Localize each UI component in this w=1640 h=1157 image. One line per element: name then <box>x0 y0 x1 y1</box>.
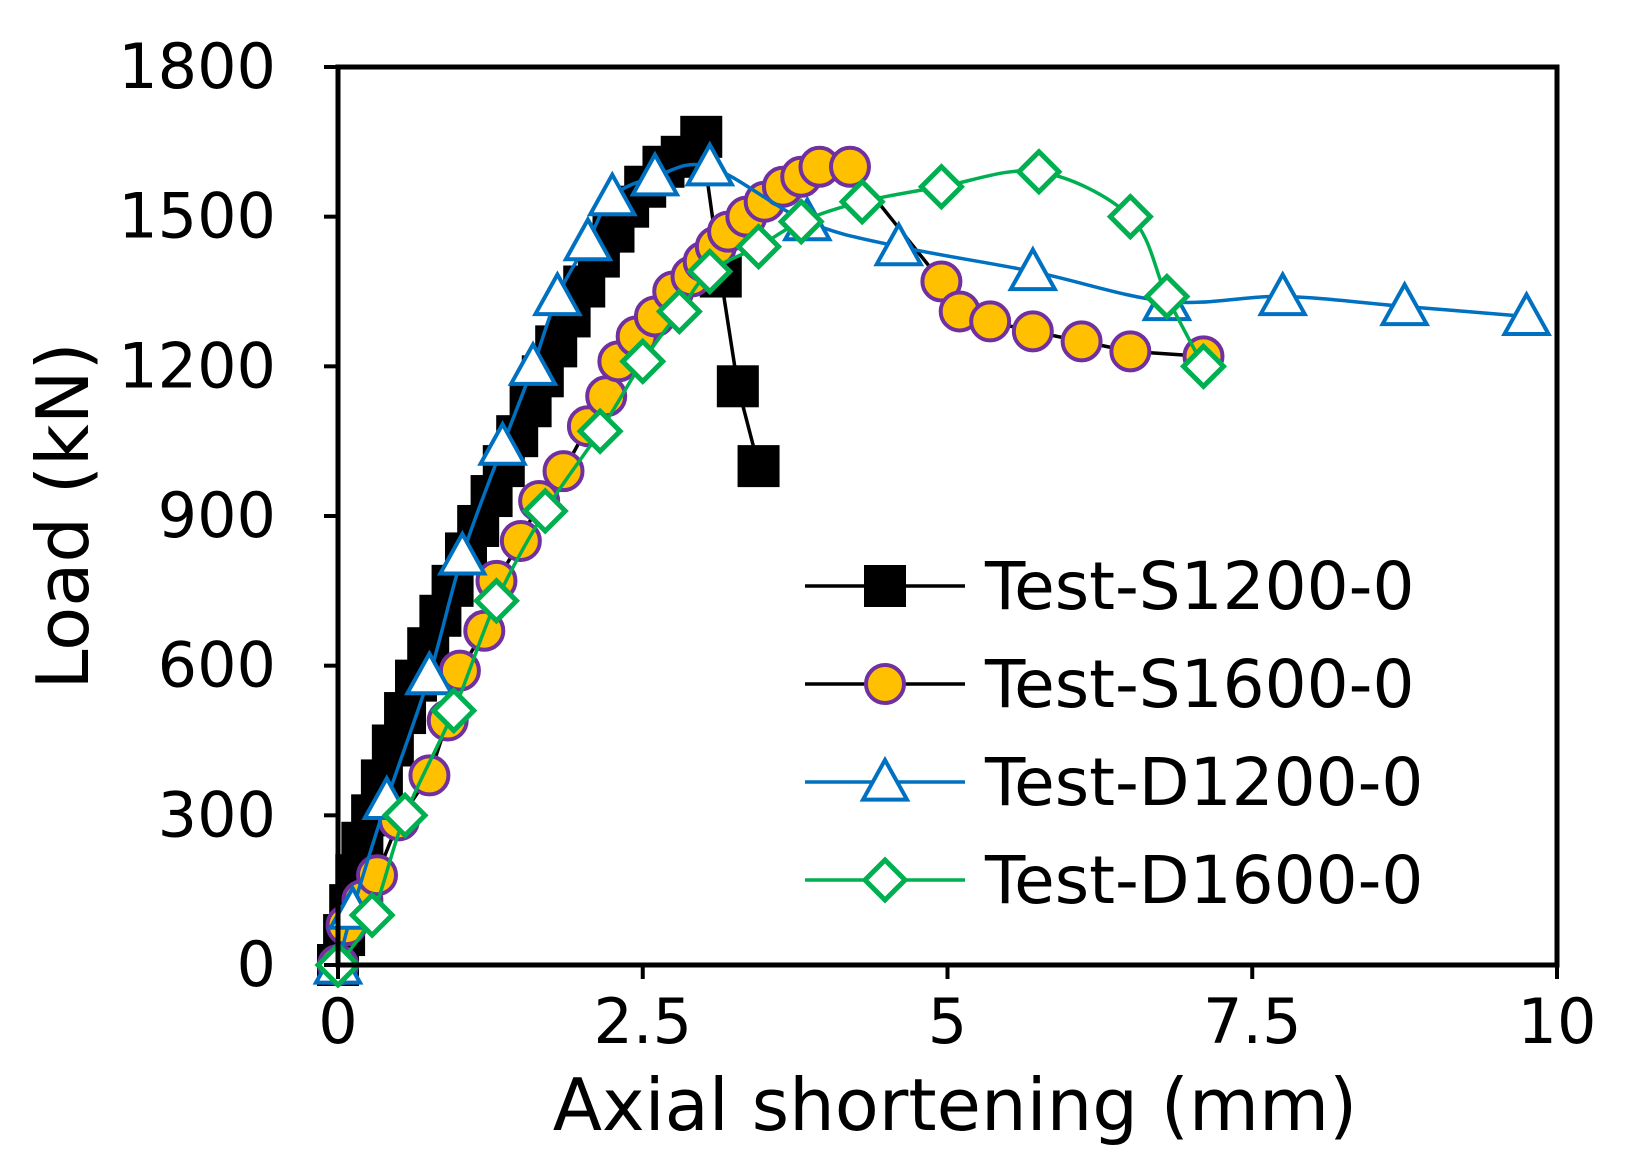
legend: Test-S1200-0 Test-S1600-0 Test-D1200-0 Test… <box>805 548 1423 919</box>
data-point <box>1379 280 1431 327</box>
data-point <box>629 150 681 197</box>
legend-item: Test-S1600-0 <box>805 646 1414 723</box>
data-point <box>532 270 583 317</box>
legend-label: Test-D1600-0 <box>984 842 1423 919</box>
data-point <box>586 170 638 217</box>
data-point <box>737 445 780 488</box>
data-point <box>381 791 429 839</box>
data-point <box>1501 290 1552 337</box>
data-point <box>777 198 825 246</box>
x-tick-label: 7.5 <box>1203 985 1302 1058</box>
y-axis: 0 300 600 900 1200 1500 1800 <box>118 30 338 1001</box>
series-test-d1600-0 <box>314 148 1228 989</box>
data-point <box>436 529 488 576</box>
data-point <box>873 220 925 267</box>
data-point <box>920 260 963 303</box>
y-tick-label: 900 <box>158 479 276 552</box>
data-point <box>917 163 965 211</box>
data-point <box>735 223 783 271</box>
legend-label: Test-D1200-0 <box>984 744 1423 821</box>
data-point <box>507 340 559 386</box>
data-point <box>404 649 455 696</box>
data-point <box>655 287 703 335</box>
y-tick-label: 0 <box>237 928 276 1001</box>
data-point <box>521 487 569 535</box>
x-axis: 0 2.5 5 7.5 10 <box>318 965 1596 1058</box>
data-point <box>499 519 542 562</box>
data-point <box>969 300 1012 343</box>
x-tick-label: 0 <box>318 985 357 1058</box>
data-point <box>1109 330 1152 373</box>
legend-label: Test-S1200-0 <box>984 548 1414 625</box>
y-tick-label: 1800 <box>118 30 276 103</box>
data-point <box>472 577 521 625</box>
legend-marker <box>864 565 906 607</box>
data-point <box>542 450 585 493</box>
data-point <box>619 337 667 385</box>
x-axis-title: Axial shortening (mm) <box>553 1063 1358 1147</box>
y-tick-label: 600 <box>158 629 276 702</box>
legend-marker <box>861 856 909 904</box>
data-point <box>684 140 736 187</box>
x-tick-label: 5 <box>928 985 967 1058</box>
data-point <box>1015 148 1063 196</box>
x-tick-label: 2.5 <box>593 985 692 1058</box>
legend-item: Test-D1200-0 <box>805 744 1423 821</box>
y-axis-title: Load (kN) <box>21 342 105 689</box>
data-point <box>828 145 871 188</box>
data-point <box>477 420 528 466</box>
data-point <box>430 687 478 735</box>
data-point <box>1060 320 1103 363</box>
legend-label: Test-S1600-0 <box>984 646 1414 723</box>
legend-item: Test-S1200-0 <box>805 548 1414 625</box>
data-point <box>1106 193 1154 241</box>
data-point <box>838 178 886 226</box>
data-point <box>562 215 614 262</box>
data-point <box>1011 310 1054 353</box>
legend-item: Test-D1600-0 <box>805 842 1423 919</box>
legend-marker <box>859 755 911 802</box>
data-point <box>686 248 734 296</box>
legend-marker <box>864 663 906 705</box>
data-point <box>1143 272 1191 321</box>
data-point <box>348 891 396 939</box>
y-tick-label: 1500 <box>118 180 276 253</box>
data-point <box>716 365 759 408</box>
x-tick-label: 10 <box>1518 985 1597 1058</box>
y-tick-label: 1200 <box>118 329 276 402</box>
data-point <box>1257 270 1309 317</box>
data-point <box>1179 342 1228 390</box>
y-tick-label: 300 <box>158 778 276 851</box>
data-point <box>576 407 624 455</box>
data-point <box>1007 245 1059 292</box>
